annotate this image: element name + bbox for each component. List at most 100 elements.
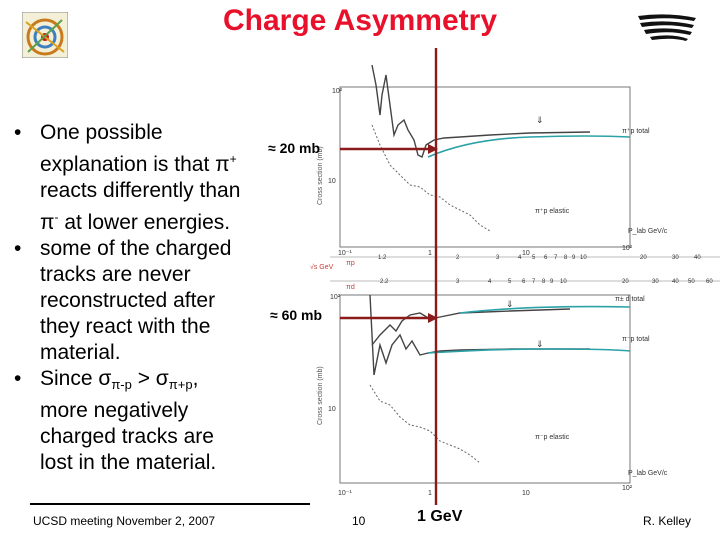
pid-tick: 10 — [560, 279, 567, 285]
upper-xtick: 10 — [522, 250, 530, 257]
bullet-glyph: • — [14, 367, 22, 390]
lower-arrow: ⇓ — [506, 299, 514, 309]
upper-panel-frame — [339, 86, 631, 248]
lower-xtick: 10 — [522, 490, 530, 497]
bullet-text: charged tracks are — [40, 425, 214, 448]
bullet-text: reacts differently than — [40, 179, 241, 202]
bullet-item: • One possible explanation is that π+ re… — [14, 120, 314, 236]
pid-tick: 30 — [652, 279, 659, 285]
bullet-text: some of the charged — [40, 237, 232, 260]
energy-annotation: 1 GeV — [417, 508, 463, 525]
bullet-text: explanation is that π — [40, 153, 230, 176]
upper-ytick: 10² — [332, 88, 343, 95]
pip-tick: 10 — [580, 255, 587, 261]
upper-total-data — [371, 64, 591, 158]
footer-meeting: UCSD meeting November 2, 2007 — [33, 514, 216, 528]
lower-total-d-label: π± d total — [615, 296, 645, 303]
pip-tick: 5 — [532, 255, 536, 261]
bullet-text: at lower energies. — [58, 211, 231, 234]
lower-total-label: π⁻p total — [622, 336, 650, 343]
subscript: π-p — [111, 377, 132, 392]
pip-tick: 7 — [554, 255, 558, 261]
bullet-text: > σ — [131, 367, 169, 390]
bullet-glyph: • — [14, 237, 22, 260]
footer-page-number: 10 — [352, 514, 366, 528]
upper-elastic-label: π⁺p elastic — [535, 208, 570, 215]
upper-cross-section-annotation: ≈ 20 mb — [268, 140, 321, 156]
pip-tick: 20 — [640, 255, 647, 261]
sqrt-s-label: √s GeV — [310, 263, 334, 271]
lower-elastic-label: π⁻p elastic — [535, 434, 570, 441]
superscript: + — [229, 152, 237, 166]
pid-tick: 5 — [508, 279, 512, 285]
upper-elastic-data — [371, 124, 491, 232]
bullet-text: more negatively — [40, 399, 189, 422]
bullet-text: reconstructed after — [40, 289, 216, 312]
pid-tick: 3 — [456, 279, 460, 285]
bullet-text: tracks are never — [40, 263, 191, 286]
pip-tick: 9 — [572, 255, 576, 261]
upper-plab-label: P_lab GeV/c — [628, 228, 668, 235]
pid-tick: 20 — [622, 279, 629, 285]
lower-ytick: 10² — [330, 294, 341, 301]
pip-tick: 6 — [544, 255, 548, 261]
lower-xtick: 10⁻¹ — [338, 490, 352, 497]
upper-xtick: 1 — [428, 250, 432, 257]
pip-tick: 40 — [694, 255, 701, 261]
upper-ylabel: Cross section (mb) — [317, 146, 324, 205]
bullet-text: , — [192, 367, 199, 390]
pid-label: πd — [346, 284, 355, 291]
lower-panel-frame — [339, 294, 631, 484]
bullet-item: • Since σπ-p > σπ+p, more negatively cha… — [14, 366, 314, 476]
upper-ytick: 10 — [328, 178, 336, 185]
bullet-list: • One possible explanation is that π+ re… — [14, 120, 314, 476]
bullet-text: π — [40, 211, 55, 234]
lower-xtick: 1 — [428, 490, 432, 497]
upper-xtick: 10² — [622, 245, 633, 252]
bullet-text: they react with the — [40, 315, 211, 338]
experiment-logo-icon — [22, 12, 68, 58]
pip-tick: 2 — [456, 255, 460, 261]
bullet-text: material. — [40, 341, 121, 364]
lower-ytick: 10 — [328, 406, 336, 413]
lower-plab-label: P_lab GeV/c — [628, 470, 668, 477]
upper-total-label: π⁺p total — [622, 128, 650, 135]
pip-ticks: 1.2 2 3 4 5 6 7 8 9 10 20 30 40 — [378, 255, 701, 261]
bullet-text: Since σ — [40, 367, 112, 390]
lower-total-d-fit — [459, 305, 631, 314]
lower-cross-section-annotation: ≈ 60 mb — [270, 307, 323, 323]
lower-ylabel: Cross section (mb) — [317, 366, 324, 425]
lower-arrow: ⇓ — [536, 339, 544, 349]
upper-xtick: 10⁻¹ — [338, 250, 352, 257]
pip-tick: 8 — [564, 255, 568, 261]
pid-tick: 8 — [542, 279, 546, 285]
bullet-item: • some of the charged tracks are never r… — [14, 236, 314, 366]
pid-tick: 9 — [550, 279, 554, 285]
subscript: π+p — [168, 377, 193, 392]
pip-tick: 1.2 — [378, 255, 387, 261]
superscript: - — [54, 210, 59, 224]
pip-label: πp — [346, 260, 355, 267]
lower-total-data — [369, 294, 590, 376]
upper-total-fit — [427, 135, 631, 158]
pid-ticks: 2.2 3 4 5 6 7 8 9 10 20 30 40 50 60 — [380, 279, 713, 285]
upper-arrow: ⇓ — [536, 115, 544, 125]
pid-tick: 40 — [672, 279, 679, 285]
pid-tick: 50 — [688, 279, 695, 285]
bullet-glyph: • — [14, 121, 22, 144]
pip-tick: 4 — [518, 255, 522, 261]
footer-rule — [30, 503, 310, 505]
pid-tick: 2.2 — [380, 279, 389, 285]
pid-tick: 6 — [522, 279, 526, 285]
pip-tick: 30 — [672, 255, 679, 261]
pid-tick: 4 — [488, 279, 492, 285]
lower-xtick: 10² — [622, 485, 633, 492]
pid-tick: 60 — [706, 279, 713, 285]
lower-elastic-data — [369, 384, 481, 464]
bullet-text: lost in the material. — [40, 451, 217, 474]
institution-logo-icon — [638, 14, 696, 41]
pid-tick: 7 — [532, 279, 536, 285]
footer-author: R. Kelley — [643, 514, 692, 528]
cross-section-figure: Cross section (mb) 10² 10 10⁻¹ 1 10 10² … — [310, 48, 720, 505]
lower-total-fit — [427, 348, 631, 354]
